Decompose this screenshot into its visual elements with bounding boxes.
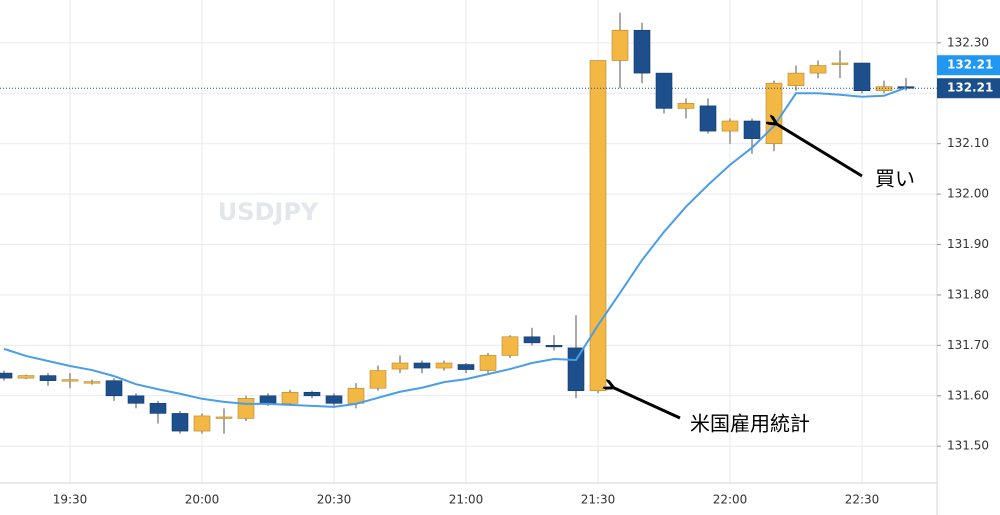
y-tick-label: 131.50	[947, 439, 989, 453]
candle-body	[611, 29, 629, 61]
candle-body	[391, 362, 409, 370]
y-tick-label: 132.30	[947, 35, 989, 49]
candle-body	[523, 336, 541, 344]
x-tick-label: 22:30	[845, 493, 880, 507]
candle-body	[743, 120, 761, 139]
y-tick-label: 131.70	[947, 338, 989, 352]
price-label-box	[937, 55, 1000, 76]
x-tick-label: 21:30	[581, 493, 616, 507]
candle-body	[655, 72, 673, 109]
candle-body	[699, 105, 717, 132]
candle-body	[237, 397, 255, 419]
candle-body	[589, 60, 607, 392]
candle-body	[501, 336, 519, 356]
candle-body	[677, 103, 695, 109]
candle-body	[633, 29, 651, 74]
candle-body	[765, 82, 783, 144]
candle-body	[303, 391, 321, 397]
candle-body	[127, 395, 145, 404]
candle-body	[281, 391, 299, 404]
candle-body	[853, 62, 871, 92]
candle-body	[369, 370, 387, 389]
y-tick-label: 132.10	[947, 136, 989, 150]
candle-body	[479, 355, 497, 371]
price-label-box	[937, 78, 1000, 99]
candle-body	[149, 403, 167, 414]
candle-body	[17, 375, 35, 379]
candle-body	[457, 364, 475, 370]
x-tick-label: 21:00	[449, 493, 484, 507]
candle-body	[875, 86, 893, 92]
candle-body	[787, 72, 805, 87]
x-tick-label: 22:00	[713, 493, 748, 507]
price-label: 132.21	[947, 81, 993, 95]
candle-body	[171, 413, 189, 432]
watermark: USDJPY	[218, 198, 319, 226]
candle-body	[347, 387, 365, 404]
y-tick-label: 131.80	[947, 287, 989, 301]
candle-body	[83, 381, 101, 384]
candle-body	[809, 65, 827, 74]
annotation: 米国雇用統計	[690, 412, 810, 436]
x-tick-label: 20:30	[317, 493, 352, 507]
y-tick-label: 132.00	[947, 187, 989, 201]
candle-body	[567, 347, 585, 392]
x-tick-label: 20:00	[185, 493, 220, 507]
price-label: 132.21	[947, 58, 993, 72]
candle-body	[325, 395, 343, 404]
annotation: 買い	[875, 167, 915, 191]
candle-body	[61, 379, 79, 382]
y-tick-label: 131.60	[947, 388, 989, 402]
arrow	[775, 123, 863, 178]
candle-body	[0, 372, 13, 379]
candle-body	[721, 120, 739, 132]
candle-body	[831, 62, 849, 65]
arrow	[612, 387, 681, 420]
candle-body	[215, 416, 233, 419]
candle-body	[39, 375, 57, 381]
candle-body	[413, 362, 431, 369]
candle-body	[435, 362, 453, 369]
moving-average-line	[3, 86, 907, 408]
candle-body	[259, 395, 277, 404]
x-tick-label: 19:30	[53, 493, 88, 507]
candle-body	[105, 380, 123, 397]
y-tick-label: 131.90	[947, 237, 989, 251]
candle-body	[193, 415, 211, 432]
candle-body	[545, 345, 563, 348]
